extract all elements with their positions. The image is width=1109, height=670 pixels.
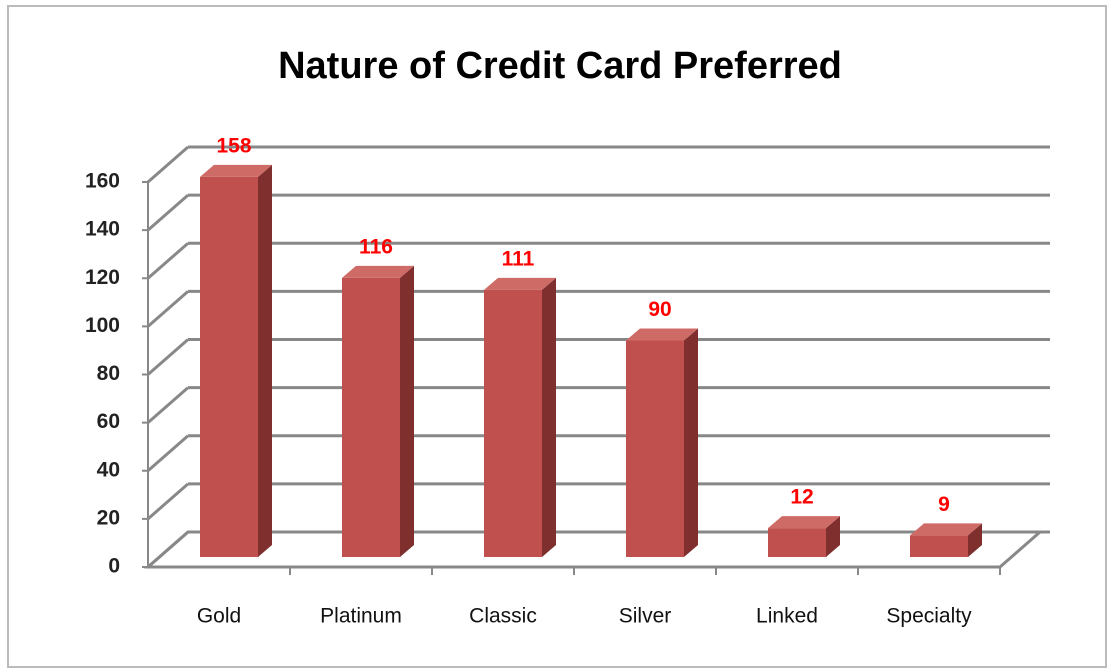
bar-face xyxy=(400,265,414,557)
value-label: 12 xyxy=(790,486,813,509)
grid-line xyxy=(147,482,189,521)
y-tick-label: 160 xyxy=(85,170,120,193)
bar-face xyxy=(626,328,698,341)
grid-line xyxy=(147,434,189,472)
y-tick-label: 100 xyxy=(85,314,120,337)
bar-face xyxy=(200,164,272,177)
bar-face xyxy=(342,277,400,557)
bar-face xyxy=(258,164,272,557)
y-tick-label: 40 xyxy=(97,458,120,481)
grid-line xyxy=(147,338,189,376)
floor xyxy=(144,530,1044,569)
bar xyxy=(342,265,414,557)
bar-face xyxy=(768,528,826,557)
x-tick-label: Gold xyxy=(197,605,241,628)
chart-title: Nature of Credit Card Preferred xyxy=(278,45,842,87)
bar xyxy=(768,516,840,557)
x-tick-label: Platinum xyxy=(320,605,402,628)
bar-face xyxy=(342,265,414,278)
bar xyxy=(200,164,272,557)
value-label: 116 xyxy=(359,235,393,258)
grid-line xyxy=(147,193,189,232)
bar-face xyxy=(768,516,840,529)
bar-face xyxy=(826,516,840,557)
y-tick-label: 80 xyxy=(97,362,120,385)
y-tick-label: 140 xyxy=(85,218,120,241)
bar-face xyxy=(542,277,556,557)
bar-face xyxy=(484,289,542,557)
value-label: 158 xyxy=(216,134,251,157)
bar xyxy=(626,328,698,557)
bar-face xyxy=(910,535,968,557)
bar-face xyxy=(200,176,258,557)
bar xyxy=(910,523,982,557)
grid-line xyxy=(147,242,189,280)
grid-line xyxy=(147,386,189,424)
grid-line xyxy=(147,290,189,328)
grid-line xyxy=(147,145,189,184)
grid-line xyxy=(147,530,189,569)
bar-face xyxy=(626,340,684,557)
x-tick-label: Specialty xyxy=(886,605,972,628)
value-label: 90 xyxy=(648,298,671,321)
bar-face xyxy=(684,328,698,557)
y-tick-label: 120 xyxy=(85,266,120,289)
bar xyxy=(484,277,556,557)
value-label: 9 xyxy=(938,493,950,516)
x-tick-label: Linked xyxy=(756,605,818,628)
value-label: 111 xyxy=(502,247,535,270)
bar-face xyxy=(484,277,556,290)
y-tick-label: 0 xyxy=(108,555,120,578)
y-tick-label: 20 xyxy=(97,506,120,529)
bar-face xyxy=(968,523,982,557)
bar-face xyxy=(910,523,982,536)
x-tick-label: Silver xyxy=(619,605,672,628)
x-tick-label: Classic xyxy=(469,605,537,628)
y-tick-label: 60 xyxy=(97,410,120,433)
